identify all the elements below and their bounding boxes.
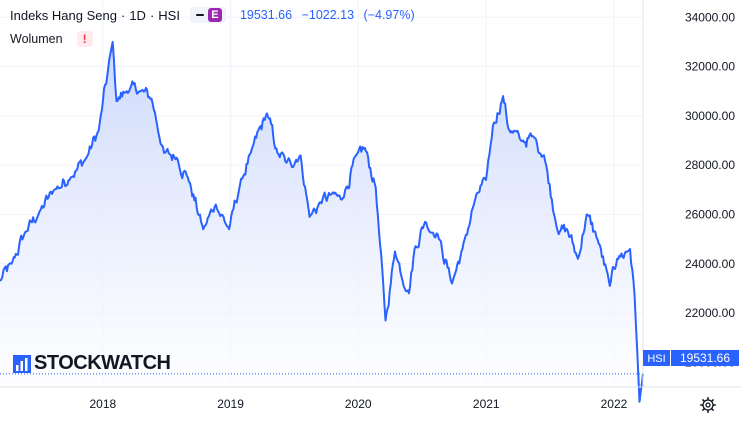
price-tag-symbol-box bbox=[643, 350, 670, 366]
y-tick-label: 22000.00 bbox=[685, 306, 735, 320]
volume-legend: Wolumen ! bbox=[10, 31, 93, 47]
bar-chart-icon bbox=[13, 354, 31, 373]
time-axis[interactable]: 2018 2019 2020 2021 2022 bbox=[90, 397, 628, 411]
change-percent: (−4.97%) bbox=[363, 8, 415, 22]
x-tick-label: 2021 bbox=[473, 397, 500, 411]
last-price-tag: HSI 19531.66 bbox=[643, 350, 739, 366]
minus-icon[interactable] bbox=[194, 7, 206, 23]
symbol-name[interactable]: Indeks Hang Seng bbox=[10, 7, 117, 23]
ohlc-values: 19531.66 −1022.13 (−4.97%) bbox=[240, 8, 421, 22]
x-tick-label: 2019 bbox=[217, 397, 244, 411]
price-tag-symbol: HSI bbox=[647, 353, 665, 365]
y-tick-label: 30000.00 bbox=[685, 109, 735, 123]
y-tick-label: 26000.00 bbox=[685, 207, 735, 221]
x-tick-label: 2018 bbox=[90, 397, 117, 411]
exchange-label[interactable]: HSI bbox=[158, 7, 180, 23]
volume-label[interactable]: Wolumen bbox=[10, 32, 63, 46]
warning-icon[interactable]: ! bbox=[76, 31, 93, 47]
y-tick-label: 28000.00 bbox=[685, 158, 735, 172]
y-tick-label: 34000.00 bbox=[685, 10, 735, 24]
legend-separator: · bbox=[120, 7, 126, 23]
watermark-logo: STOCKWATCH bbox=[13, 352, 171, 375]
chart-legend: Indeks Hang Seng · 1D · HSI E 19531.66 −… bbox=[10, 7, 421, 23]
legend-separator: · bbox=[149, 7, 155, 23]
price-tag-value: 19531.66 bbox=[680, 351, 730, 365]
legend-pill[interactable]: E bbox=[189, 7, 226, 23]
y-tick-label: 32000.00 bbox=[685, 60, 735, 74]
logo-text: STOCKWATCH bbox=[34, 352, 171, 374]
price-tag-value-box bbox=[671, 350, 739, 366]
interval-label[interactable]: 1D bbox=[129, 7, 146, 23]
exchange-badge[interactable]: E bbox=[207, 8, 222, 22]
change-value: −1022.13 bbox=[301, 8, 355, 22]
series-line[interactable] bbox=[0, 40, 644, 403]
gear-icon[interactable] bbox=[700, 397, 716, 413]
last-value: 19531.66 bbox=[239, 8, 293, 22]
series-area bbox=[0, 41, 643, 402]
x-tick-label: 2022 bbox=[601, 397, 628, 411]
y-tick-label: 24000.00 bbox=[685, 257, 735, 271]
price-axis[interactable]: 20000.0022000.0024000.0026000.0028000.00… bbox=[685, 10, 735, 369]
x-tick-label: 2020 bbox=[345, 397, 372, 411]
